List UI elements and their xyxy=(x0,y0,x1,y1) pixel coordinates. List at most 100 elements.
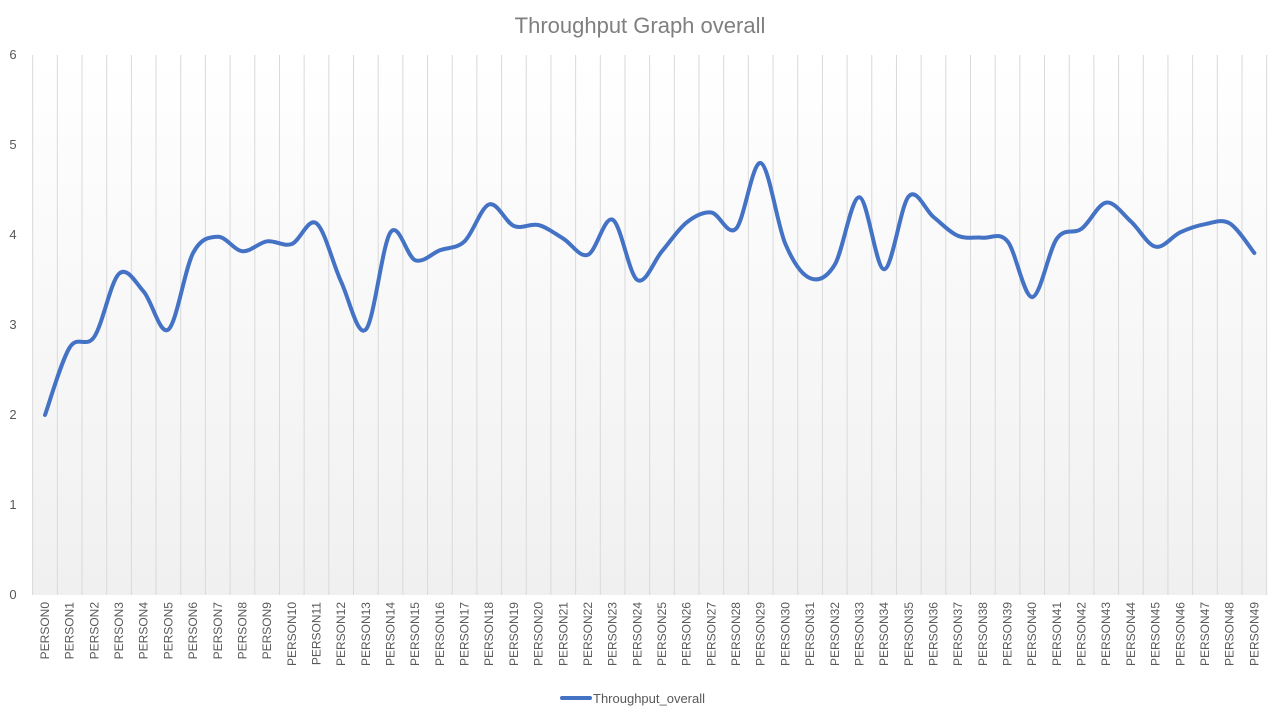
data-point xyxy=(1055,237,1059,241)
data-point xyxy=(92,335,96,339)
x-tick-label: PERSON34 xyxy=(877,602,891,666)
data-point xyxy=(166,328,170,332)
x-tick-label: PERSON15 xyxy=(408,602,422,666)
data-point xyxy=(1030,295,1034,299)
legend-label: Throughput_overall xyxy=(593,691,705,706)
x-tick-label: PERSON45 xyxy=(1149,602,1163,666)
x-tick-label: PERSON48 xyxy=(1223,602,1237,666)
y-tick-label: 2 xyxy=(9,407,16,422)
data-point xyxy=(759,161,763,165)
plot-area xyxy=(32,55,1266,595)
x-tick-label: PERSON7 xyxy=(211,602,225,660)
legend: Throughput_overall xyxy=(560,691,705,706)
data-point xyxy=(438,248,442,252)
x-tick-label: PERSON21 xyxy=(556,602,570,666)
data-point xyxy=(660,249,664,253)
x-tick-label: PERSON4 xyxy=(137,602,151,660)
x-tick-label: PERSON28 xyxy=(729,602,743,666)
data-point xyxy=(1154,245,1158,249)
x-tick-label: PERSON29 xyxy=(754,602,768,666)
x-tick-label: PERSON17 xyxy=(458,602,472,666)
data-point xyxy=(882,267,886,271)
data-point xyxy=(561,237,565,241)
x-tick-label: PERSON20 xyxy=(532,602,546,666)
data-point xyxy=(981,236,985,240)
data-point xyxy=(635,278,639,282)
x-tick-label: PERSON47 xyxy=(1198,602,1212,666)
x-tick-label: PERSON30 xyxy=(778,602,792,666)
data-point xyxy=(240,249,244,253)
x-tick-label: PERSON33 xyxy=(852,602,866,666)
x-tick-label: PERSON46 xyxy=(1173,602,1187,666)
data-point xyxy=(1129,220,1133,224)
data-point xyxy=(290,242,294,246)
data-point xyxy=(339,280,343,284)
x-tick-label: PERSON32 xyxy=(828,602,842,666)
data-point xyxy=(265,239,269,243)
x-tick-label: PERSON38 xyxy=(976,602,990,666)
x-tick-label: PERSON22 xyxy=(581,602,595,666)
x-tick-label: PERSON40 xyxy=(1025,602,1039,666)
data-point xyxy=(1228,221,1232,225)
x-tick-label: PERSON27 xyxy=(704,602,718,666)
data-point xyxy=(364,328,368,332)
data-point xyxy=(68,346,72,350)
x-tick-label: PERSON5 xyxy=(161,602,175,660)
x-tick-label: PERSON0 xyxy=(38,602,52,660)
x-tick-label: PERSON11 xyxy=(309,602,323,665)
data-point xyxy=(1203,222,1207,226)
y-axis: 0 1 2 3 4 5 6 xyxy=(9,47,16,602)
data-point xyxy=(1252,251,1256,255)
data-point xyxy=(956,234,960,238)
x-tick-label: PERSON44 xyxy=(1124,602,1138,666)
data-point xyxy=(1080,227,1084,231)
data-point xyxy=(314,221,318,225)
y-tick-label: 0 xyxy=(9,587,16,602)
series-line xyxy=(43,160,1257,417)
data-point xyxy=(611,218,615,222)
x-tick-label: PERSON3 xyxy=(112,602,126,660)
data-point xyxy=(43,413,47,417)
x-tick-label: PERSON19 xyxy=(507,602,521,666)
data-point xyxy=(907,194,911,198)
x-tick-label: PERSON8 xyxy=(235,602,249,660)
x-tick-label: PERSON37 xyxy=(951,602,965,666)
gridlines xyxy=(32,55,1268,595)
y-tick-label: 4 xyxy=(9,227,16,242)
data-point xyxy=(487,202,491,206)
data-point xyxy=(1006,239,1010,243)
data-point xyxy=(537,223,541,227)
data-point xyxy=(463,239,467,243)
x-tick-label: PERSON43 xyxy=(1099,602,1113,666)
x-tick-label: PERSON39 xyxy=(1001,602,1015,666)
data-point xyxy=(1178,230,1182,234)
x-tick-label: PERSON42 xyxy=(1075,602,1089,666)
y-tick-label: 6 xyxy=(9,47,16,62)
x-tick-label: PERSON1 xyxy=(63,602,77,660)
data-point xyxy=(389,230,393,234)
x-tick-label: PERSON23 xyxy=(606,602,620,666)
data-point xyxy=(117,272,121,276)
data-point xyxy=(191,251,195,255)
data-point xyxy=(931,215,935,219)
x-tick-label: PERSON14 xyxy=(384,602,398,666)
data-point xyxy=(142,290,146,294)
chart-title: Throughput Graph overall xyxy=(515,13,766,38)
x-tick-label: PERSON18 xyxy=(482,602,496,666)
data-point xyxy=(586,253,590,257)
data-point xyxy=(734,227,738,231)
y-tick-label: 3 xyxy=(9,317,16,332)
x-tick-label: PERSON10 xyxy=(285,602,299,666)
data-point xyxy=(512,224,516,228)
data-point xyxy=(833,263,837,267)
x-tick-label: PERSON24 xyxy=(630,602,644,666)
data-point xyxy=(685,220,689,224)
data-point xyxy=(216,235,220,239)
y-tick-label: 1 xyxy=(9,497,16,512)
x-tick-label: PERSON6 xyxy=(186,602,200,660)
x-tick-label: PERSON36 xyxy=(926,602,940,666)
x-tick-label: PERSON12 xyxy=(334,602,348,666)
series-layer xyxy=(43,160,1257,417)
data-point xyxy=(413,258,417,262)
